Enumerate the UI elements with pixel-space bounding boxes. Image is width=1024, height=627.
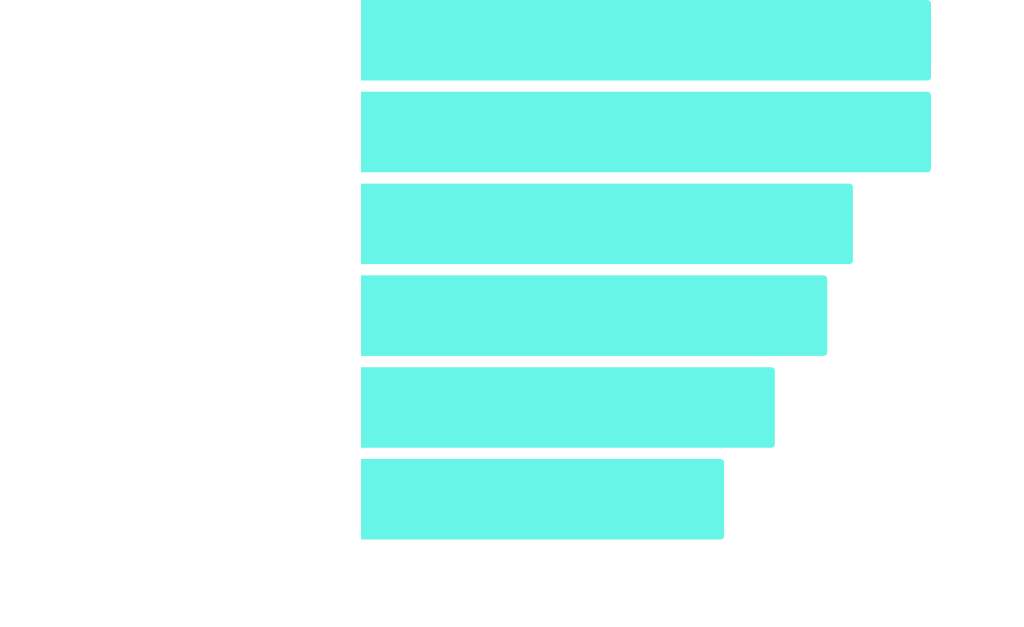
bar <box>361 91 931 173</box>
bar <box>361 459 725 540</box>
bar <box>361 367 775 448</box>
bar <box>361 0 931 81</box>
bar <box>361 275 828 356</box>
bar <box>361 183 853 265</box>
